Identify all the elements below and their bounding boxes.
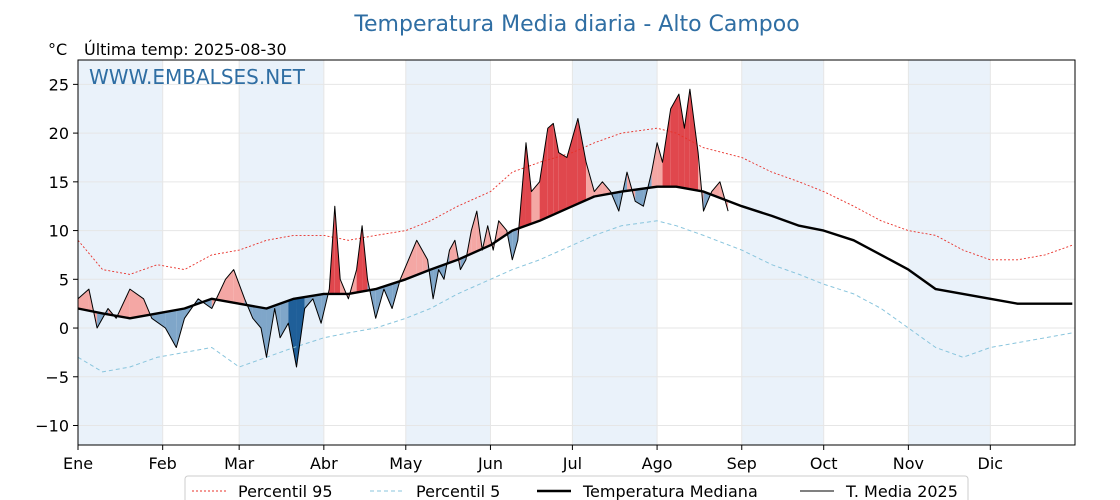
anomaly-fill	[449, 240, 455, 263]
anomaly-fill	[602, 181, 611, 195]
anomaly-fill	[670, 94, 679, 188]
chart-title: Temperatura Media diaria - Alto Campoo	[353, 12, 799, 37]
anomaly-fill	[684, 89, 690, 190]
anomaly-fill	[367, 279, 376, 319]
anomaly-fill	[711, 181, 720, 198]
anomaly-fill	[525, 142, 532, 226]
series-lines	[77, 88, 1073, 373]
anomaly-fill	[176, 308, 185, 348]
x-tick-label: Mar	[224, 454, 255, 473]
anomaly-fill	[531, 181, 540, 224]
legend-label: T. Media 2025	[845, 482, 958, 500]
last-reading: Última temp: 2025-08-30	[84, 40, 287, 59]
x-tick-label: Sep	[727, 454, 757, 473]
x-tick-label: Ene	[63, 454, 93, 473]
x-tick-label: Oct	[810, 454, 838, 473]
anomaly-fill	[225, 269, 234, 303]
anomaly-fill	[471, 211, 477, 254]
anomaly-fill	[635, 188, 644, 207]
plot-frame	[77, 59, 1076, 446]
month-bands	[78, 60, 991, 445]
anomaly-fill	[662, 108, 671, 187]
month-band	[572, 60, 658, 445]
anomaly-fill	[689, 89, 699, 191]
y-tick-label: 0	[59, 319, 69, 338]
x-tick-label: Abr	[310, 454, 338, 473]
x-axis: Ene Feb Mar Abr May Jun Jul Ago Sep Oct Nov Dic	[63, 445, 1003, 473]
watermark: WWW.EMBALSES.NET	[89, 65, 306, 89]
anomaly-fill	[512, 228, 518, 260]
anomaly-fill	[438, 264, 445, 280]
anomaly-fill	[577, 118, 587, 204]
anomaly-fill	[78, 289, 89, 311]
anomaly-fill	[416, 240, 423, 275]
anomaly-fill	[244, 298, 253, 319]
y-axis: −10 −5 0 5 10 15 20 25	[35, 75, 78, 436]
anomaly-fill	[356, 225, 363, 293]
x-tick-label: May	[389, 454, 422, 473]
y-tick-label: 25	[49, 75, 69, 94]
anomaly-fill	[651, 142, 658, 188]
y-tick-label: 20	[49, 124, 69, 143]
x-tick-label: Jun	[477, 454, 503, 473]
anomaly-fill	[547, 123, 554, 218]
month-band	[741, 60, 824, 445]
series-line-temperatura-mediana	[77, 185, 1073, 320]
anomaly-fill	[586, 162, 595, 201]
anomaly-fill	[594, 181, 603, 197]
y-tick-label: 15	[49, 173, 69, 192]
y-tick-label: −5	[45, 368, 69, 387]
x-tick-label: Feb	[149, 454, 177, 473]
x-tick-label: Jul	[562, 454, 582, 473]
anomaly-fill	[261, 307, 267, 358]
anomaly-fill	[280, 300, 289, 338]
legend-label: Temperatura Mediana	[582, 482, 758, 500]
legend-label: Percentil 95	[238, 482, 333, 500]
legend: Percentil 95 Percentil 5 Temperatura Media…	[184, 475, 969, 500]
anomaly-fill	[165, 310, 177, 348]
anomaly-fill	[422, 250, 428, 273]
anomaly-fill	[151, 311, 166, 329]
series-line-t-media-2025	[77, 88, 729, 368]
month-band	[908, 60, 991, 445]
anomaly-fill	[288, 298, 297, 368]
legend-box	[184, 475, 969, 500]
legend-label: Percentil 5	[416, 482, 500, 500]
x-tick-label: Ago	[642, 454, 673, 473]
y-tick-label: 5	[59, 270, 69, 289]
x-tick-label: Dic	[978, 454, 1004, 473]
anomaly-fill	[558, 152, 567, 213]
y-tick-label: 10	[49, 222, 69, 241]
y-tick-label: −10	[35, 417, 69, 436]
anomaly-fill	[539, 128, 548, 221]
anomaly-fill	[252, 306, 262, 329]
series-line-percentil-95	[77, 127, 1073, 275]
month-band	[78, 60, 163, 445]
anomaly-fill	[657, 142, 663, 187]
anomaly-fill	[408, 240, 417, 279]
unit-label: °C	[48, 40, 67, 59]
anomaly-fill	[566, 118, 578, 209]
anomaly-fill	[383, 283, 393, 309]
month-band	[239, 60, 324, 445]
x-tick-label: Nov	[893, 454, 924, 473]
anomaly-fill	[678, 94, 685, 189]
